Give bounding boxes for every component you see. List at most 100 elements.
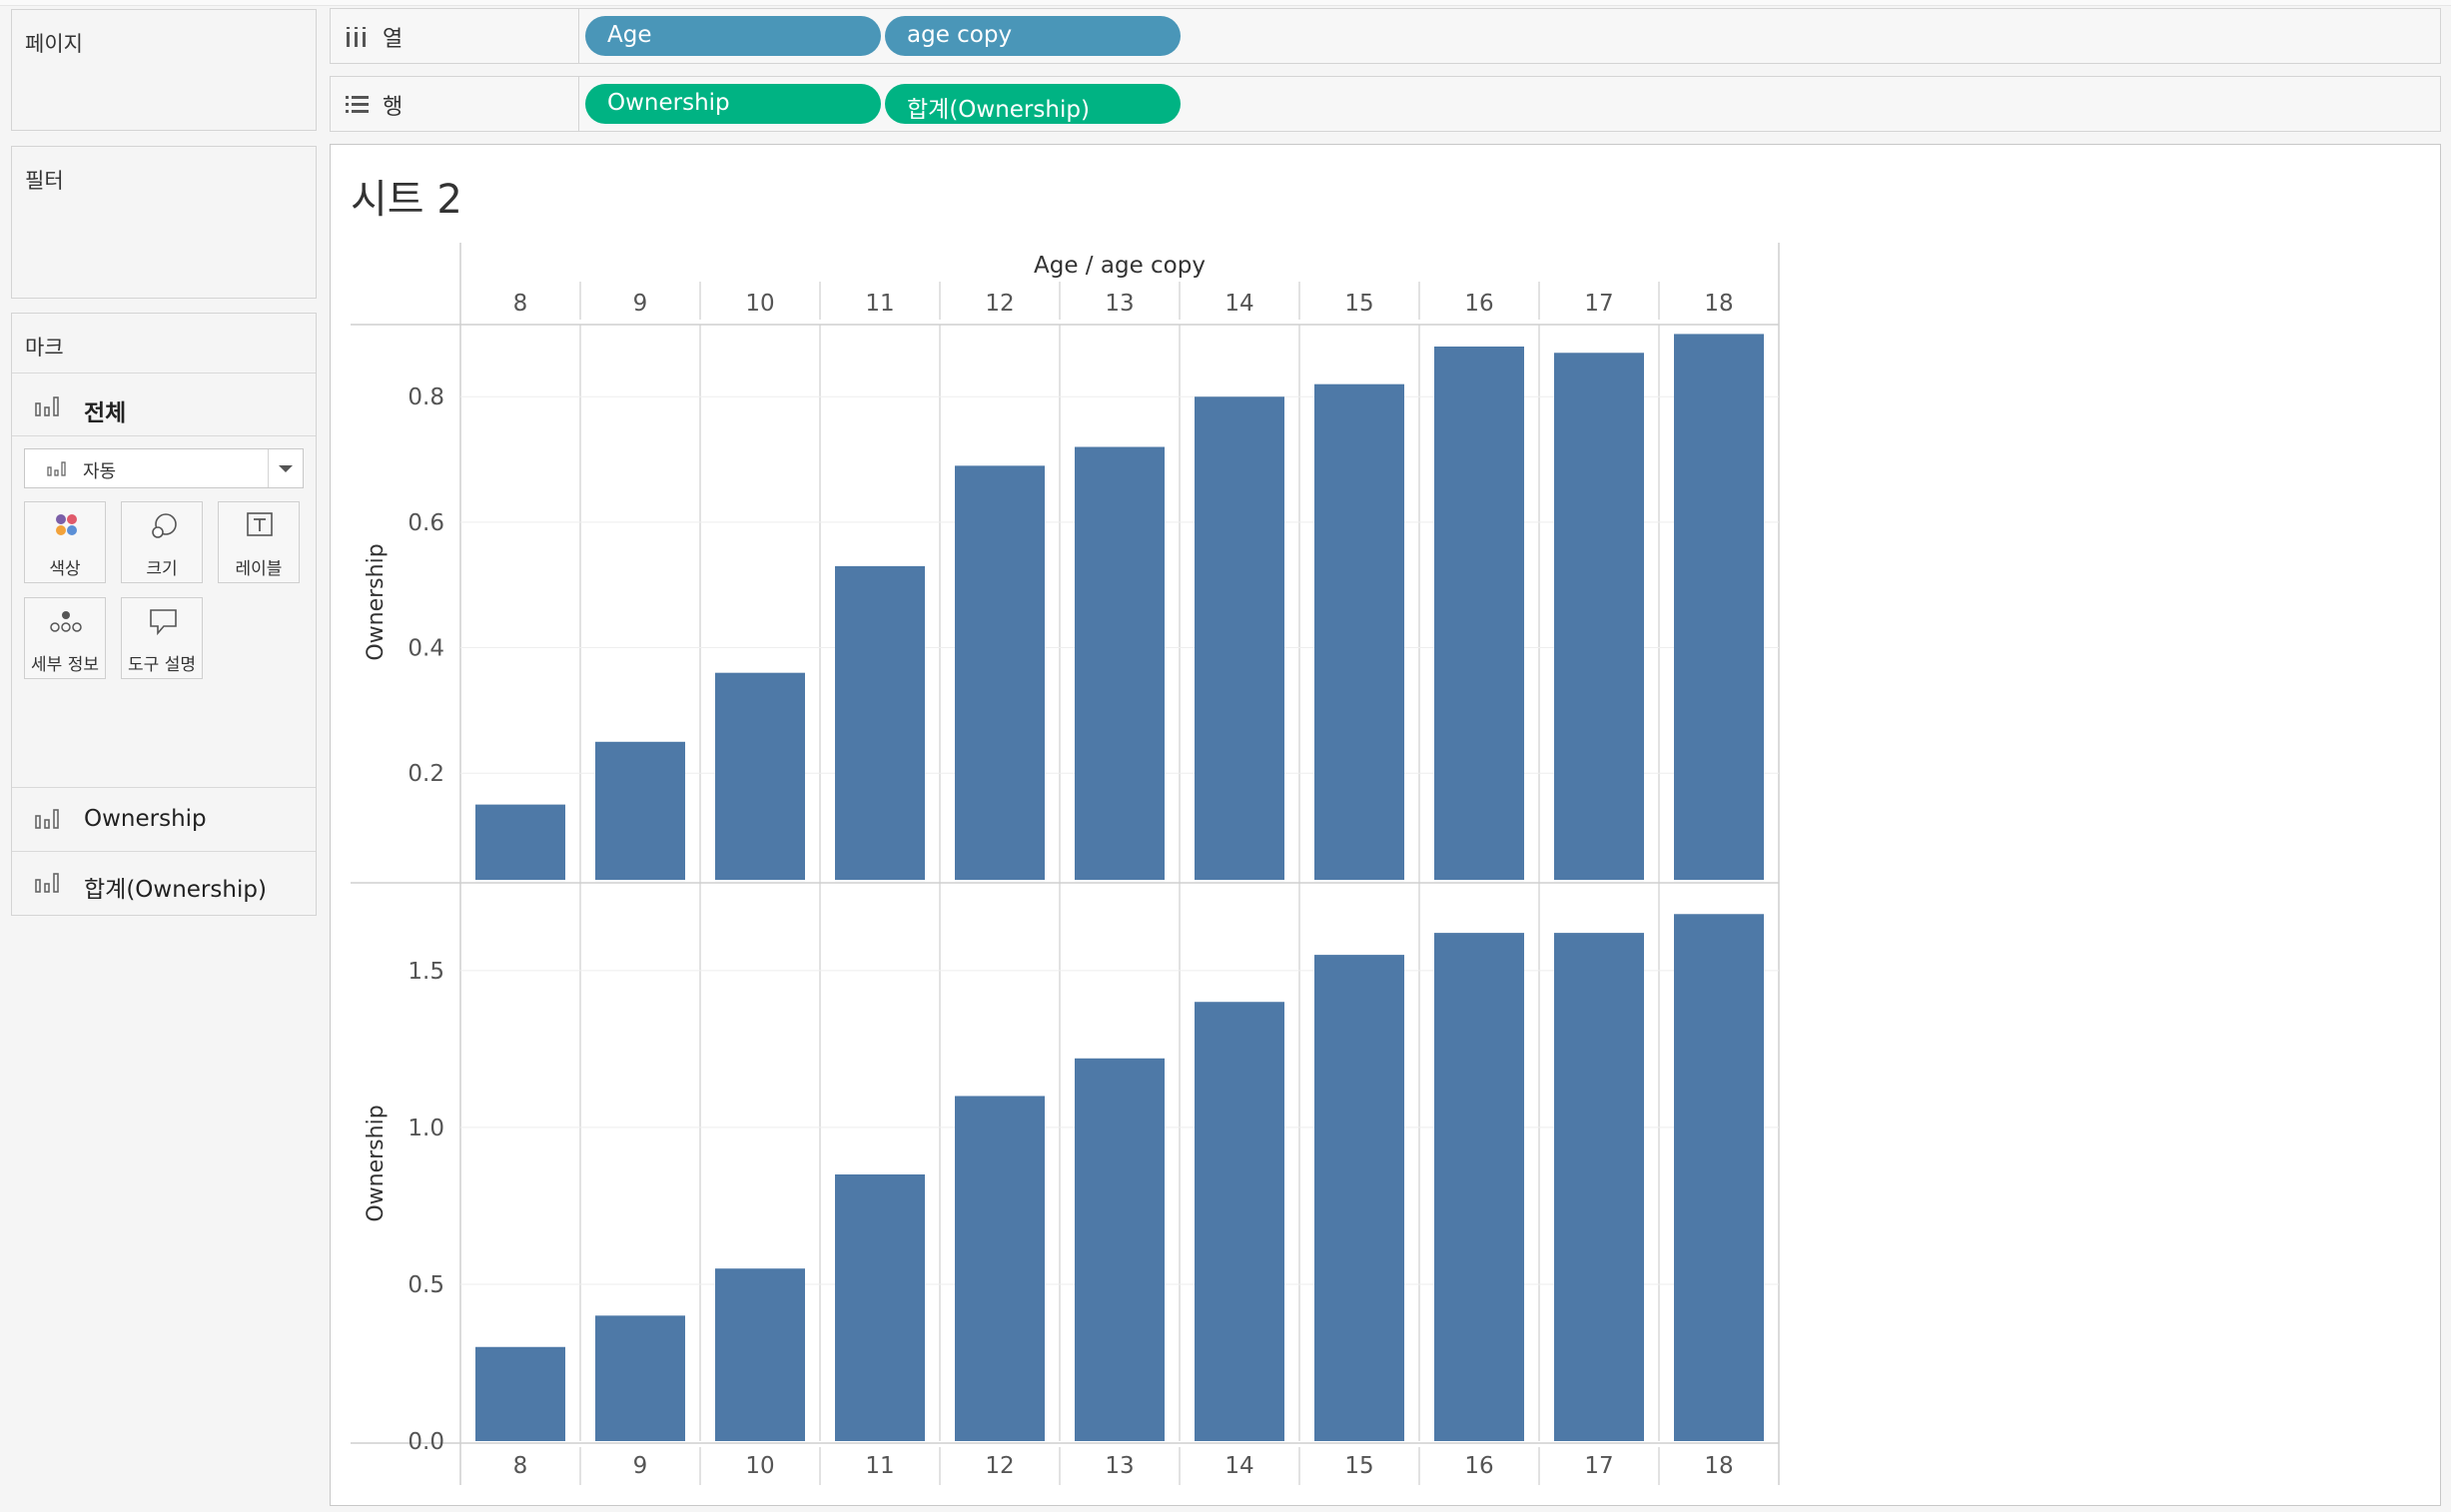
y-tick-label: 0.2 — [408, 761, 444, 787]
marks-divider — [12, 851, 316, 852]
shelf-divider — [578, 77, 579, 131]
bar-8 — [475, 804, 565, 880]
x-header-label: 15 — [1344, 291, 1373, 317]
sheet-title: 시트 2 — [351, 177, 462, 223]
mark-type-select[interactable]: 자동 — [24, 448, 304, 488]
bar-13 — [1075, 446, 1165, 880]
y-axis-label: Ownership — [364, 543, 389, 660]
x-header-label: 18 — [1704, 291, 1733, 317]
bar-17 — [1554, 353, 1644, 880]
x-footer-label: 17 — [1584, 1453, 1613, 1479]
bar-15 — [1314, 383, 1404, 880]
bar-17 — [1554, 933, 1644, 1441]
bar-11 — [835, 565, 925, 880]
bar-10 — [715, 672, 805, 880]
marks-tab-label: Ownership — [84, 806, 207, 832]
text-label-icon — [247, 512, 273, 536]
bar-9 — [595, 1315, 685, 1441]
top-strip — [0, 0, 2451, 6]
bar-chart-icon — [35, 809, 59, 829]
detail-button-label: 세부 정보 — [31, 655, 99, 675]
y-tick-label: 0.0 — [408, 1429, 444, 1455]
bar-15 — [1314, 955, 1404, 1441]
detail-button[interactable]: 세부 정보 — [24, 597, 106, 679]
rows-icon — [346, 96, 369, 113]
tooltip-button[interactable]: 도구 설명 — [121, 597, 203, 679]
x-footer-label: 9 — [633, 1453, 648, 1479]
label-button-label: 레이블 — [235, 559, 283, 579]
column-header-title: Age / age copy — [1034, 253, 1206, 279]
filters-panel[interactable]: 필터 — [11, 146, 317, 299]
bar-chart-icon — [47, 461, 66, 476]
color-button-label: 색상 — [49, 559, 81, 579]
x-header-label: 14 — [1225, 291, 1253, 317]
marks-title: 마크 — [25, 336, 64, 360]
pill-ownership[interactable]: Ownership — [585, 84, 881, 124]
y-tick-label: 0.8 — [408, 384, 444, 410]
bar-16 — [1434, 933, 1524, 1441]
y-axis-label: Ownership — [364, 1105, 389, 1221]
rows-shelf-label: 행 — [383, 95, 404, 120]
marks-all-label: 전체 — [84, 400, 127, 426]
y-tick-label: 0.6 — [408, 510, 444, 536]
size-icon — [152, 513, 177, 538]
bar-12 — [955, 1096, 1045, 1441]
x-header-label: 13 — [1105, 291, 1134, 317]
marks-panel: 마크 전체 자동 색상 크기 — [11, 313, 317, 916]
marks-tab-all[interactable]: 전체 — [12, 375, 316, 436]
marks-divider — [12, 787, 316, 788]
label-button[interactable]: 레이블 — [218, 501, 300, 583]
size-button-label: 크기 — [146, 559, 178, 579]
filters-title: 필터 — [25, 169, 64, 193]
pages-panel[interactable]: 페이지 — [11, 9, 317, 131]
bar-12 — [955, 465, 1045, 880]
x-header-label: 17 — [1584, 291, 1613, 317]
mark-type-value: 자동 — [83, 461, 117, 482]
bar-8 — [475, 1346, 565, 1441]
marks-tab-sum-ownership[interactable]: 합계(Ownership) — [12, 851, 316, 913]
x-header-label: 9 — [633, 291, 648, 317]
y-tick-label: 1.5 — [408, 959, 444, 985]
bar-16 — [1434, 346, 1524, 880]
size-button[interactable]: 크기 — [121, 501, 203, 583]
y-tick-label: 0.5 — [408, 1272, 444, 1298]
shelf-divider — [578, 9, 579, 63]
bar-18 — [1674, 914, 1764, 1441]
x-header-label: 12 — [985, 291, 1014, 317]
y-tick-label: 1.0 — [408, 1116, 444, 1141]
marks-divider — [12, 373, 316, 374]
pill-age-copy[interactable]: age copy — [885, 16, 1181, 56]
x-footer-label: 15 — [1344, 1453, 1373, 1479]
columns-shelf-label: 열 — [383, 27, 404, 52]
marks-tab-ownership[interactable]: Ownership — [12, 787, 316, 849]
y-tick-label: 0.4 — [408, 636, 444, 662]
color-icon — [56, 514, 77, 535]
pages-title: 페이지 — [25, 32, 83, 56]
bar-18 — [1674, 334, 1764, 880]
pill-sum-ownership[interactable]: 합계(Ownership) — [885, 84, 1181, 124]
x-footer-label: 14 — [1225, 1453, 1253, 1479]
bar-9 — [595, 741, 685, 880]
columns-shelf[interactable]: 열 Age age copy — [330, 8, 2441, 64]
detail-icon — [50, 611, 82, 632]
x-footer-label: 16 — [1464, 1453, 1493, 1479]
rows-shelf[interactable]: 행 Ownership 합계(Ownership) — [330, 76, 2441, 132]
bar-chart-icon — [35, 396, 59, 416]
bar-chart: Age / age copy 8 8 9 9 10 10 11 11 12 12 13 13 14 14 15… — [351, 243, 1780, 1485]
sheet-view: 시트 2 Age / age copy 8 8 9 9 10 10 11 11 12 12 13 13 1… — [330, 144, 2441, 1506]
color-button[interactable]: 색상 — [24, 501, 106, 583]
pill-age[interactable]: Age — [585, 16, 881, 56]
bar-14 — [1195, 396, 1284, 880]
chevron-down-icon[interactable] — [268, 449, 303, 487]
bar-11 — [835, 1173, 925, 1441]
marks-tab-label: 합계(Ownership) — [84, 877, 267, 903]
x-header-label: 16 — [1464, 291, 1493, 317]
x-footer-label: 18 — [1704, 1453, 1733, 1479]
bar-14 — [1195, 1002, 1284, 1441]
x-header-label: 11 — [865, 291, 894, 317]
x-footer-label: 8 — [513, 1453, 528, 1479]
tooltip-icon — [150, 609, 177, 636]
bar-chart-icon — [35, 873, 59, 893]
x-footer-label: 11 — [865, 1453, 894, 1479]
x-header-label: 10 — [745, 291, 774, 317]
